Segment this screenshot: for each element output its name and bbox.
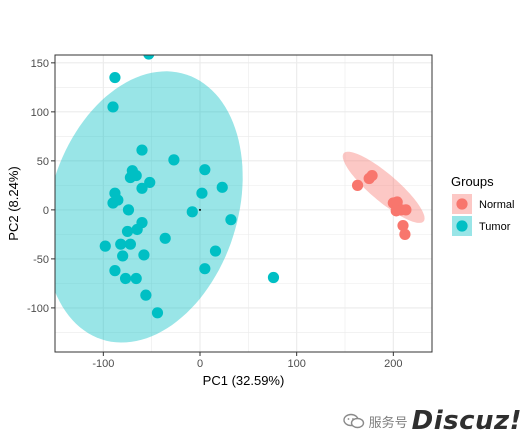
point-tumor <box>168 154 180 166</box>
point-normal <box>390 205 402 217</box>
y-axis-title: PC2 (8.24%) <box>6 166 21 240</box>
grid-lines <box>54 55 432 352</box>
point-tumor <box>196 187 208 199</box>
plot-frame <box>54 54 433 353</box>
point-tumor <box>225 214 237 226</box>
point-tumor <box>121 225 134 238</box>
data-points <box>99 55 412 319</box>
x-tick-label: 100 <box>287 358 305 370</box>
watermark-service-text: 服务号 <box>368 415 408 431</box>
point-tumor <box>144 176 156 189</box>
y-tick-label: -100 <box>27 303 49 315</box>
ellipse-tumor <box>55 71 243 343</box>
legend-marker-normal <box>456 198 468 210</box>
x-tick-label: -100 <box>92 358 114 370</box>
point-tumor <box>130 272 142 285</box>
x-tick-label: 0 <box>197 358 203 370</box>
point-tumor <box>140 289 152 301</box>
watermark-brand-logo: Discuz! <box>411 406 522 436</box>
legend-label-tumor: Tumor <box>479 221 511 233</box>
point-tumor <box>131 223 143 236</box>
point-tumor <box>209 245 222 257</box>
point-tumor <box>199 263 211 275</box>
legend: Groups Normal Tumor <box>451 174 514 236</box>
point-tumor <box>216 181 228 193</box>
panel-border <box>54 54 433 353</box>
point-tumor <box>112 194 124 206</box>
point-tumor <box>143 55 155 60</box>
point-tumor <box>117 250 129 262</box>
origin-dot <box>199 208 201 211</box>
point-normal <box>400 204 412 216</box>
point-normal <box>399 228 411 240</box>
legend-title: Groups <box>451 174 494 189</box>
x-tick-label: 200 <box>384 358 402 370</box>
point-normal <box>397 219 409 232</box>
y-axis-ticks: -100 -50 0 50 100 150 <box>27 58 55 315</box>
point-tumor <box>199 164 211 176</box>
point-tumor <box>136 182 148 194</box>
point-tumor <box>119 272 132 285</box>
point-tumor <box>107 101 119 113</box>
point-tumor <box>115 238 127 250</box>
wechat-icon <box>342 413 364 429</box>
point-tumor <box>159 232 171 244</box>
point-tumor <box>136 144 148 156</box>
point-tumor <box>109 265 121 277</box>
point-tumor <box>267 271 280 284</box>
y-tick-label: 100 <box>31 107 49 119</box>
point-tumor <box>124 238 136 250</box>
point-tumor <box>138 249 150 261</box>
point-normal <box>351 179 364 191</box>
point-tumor <box>109 71 121 84</box>
point-normal <box>366 169 378 182</box>
y-tick-label: 50 <box>37 156 49 168</box>
y-tick-label: 150 <box>31 58 49 70</box>
legend-marker-tumor <box>456 220 468 232</box>
point-tumor <box>99 240 111 252</box>
legend-label-normal: Normal <box>479 199 514 211</box>
y-tick-label: 0 <box>43 205 49 217</box>
point-tumor <box>186 206 198 218</box>
watermark: 服务号 Discuz! <box>342 406 522 436</box>
origin-marker <box>199 208 201 211</box>
x-axis-ticks: -100 0 100 200 <box>92 352 403 370</box>
x-axis-title: PC1 (32.59%) <box>203 373 285 388</box>
point-tumor <box>122 204 135 216</box>
y-tick-label: -50 <box>33 254 49 266</box>
point-tumor <box>151 307 164 319</box>
point-tumor <box>130 169 142 182</box>
